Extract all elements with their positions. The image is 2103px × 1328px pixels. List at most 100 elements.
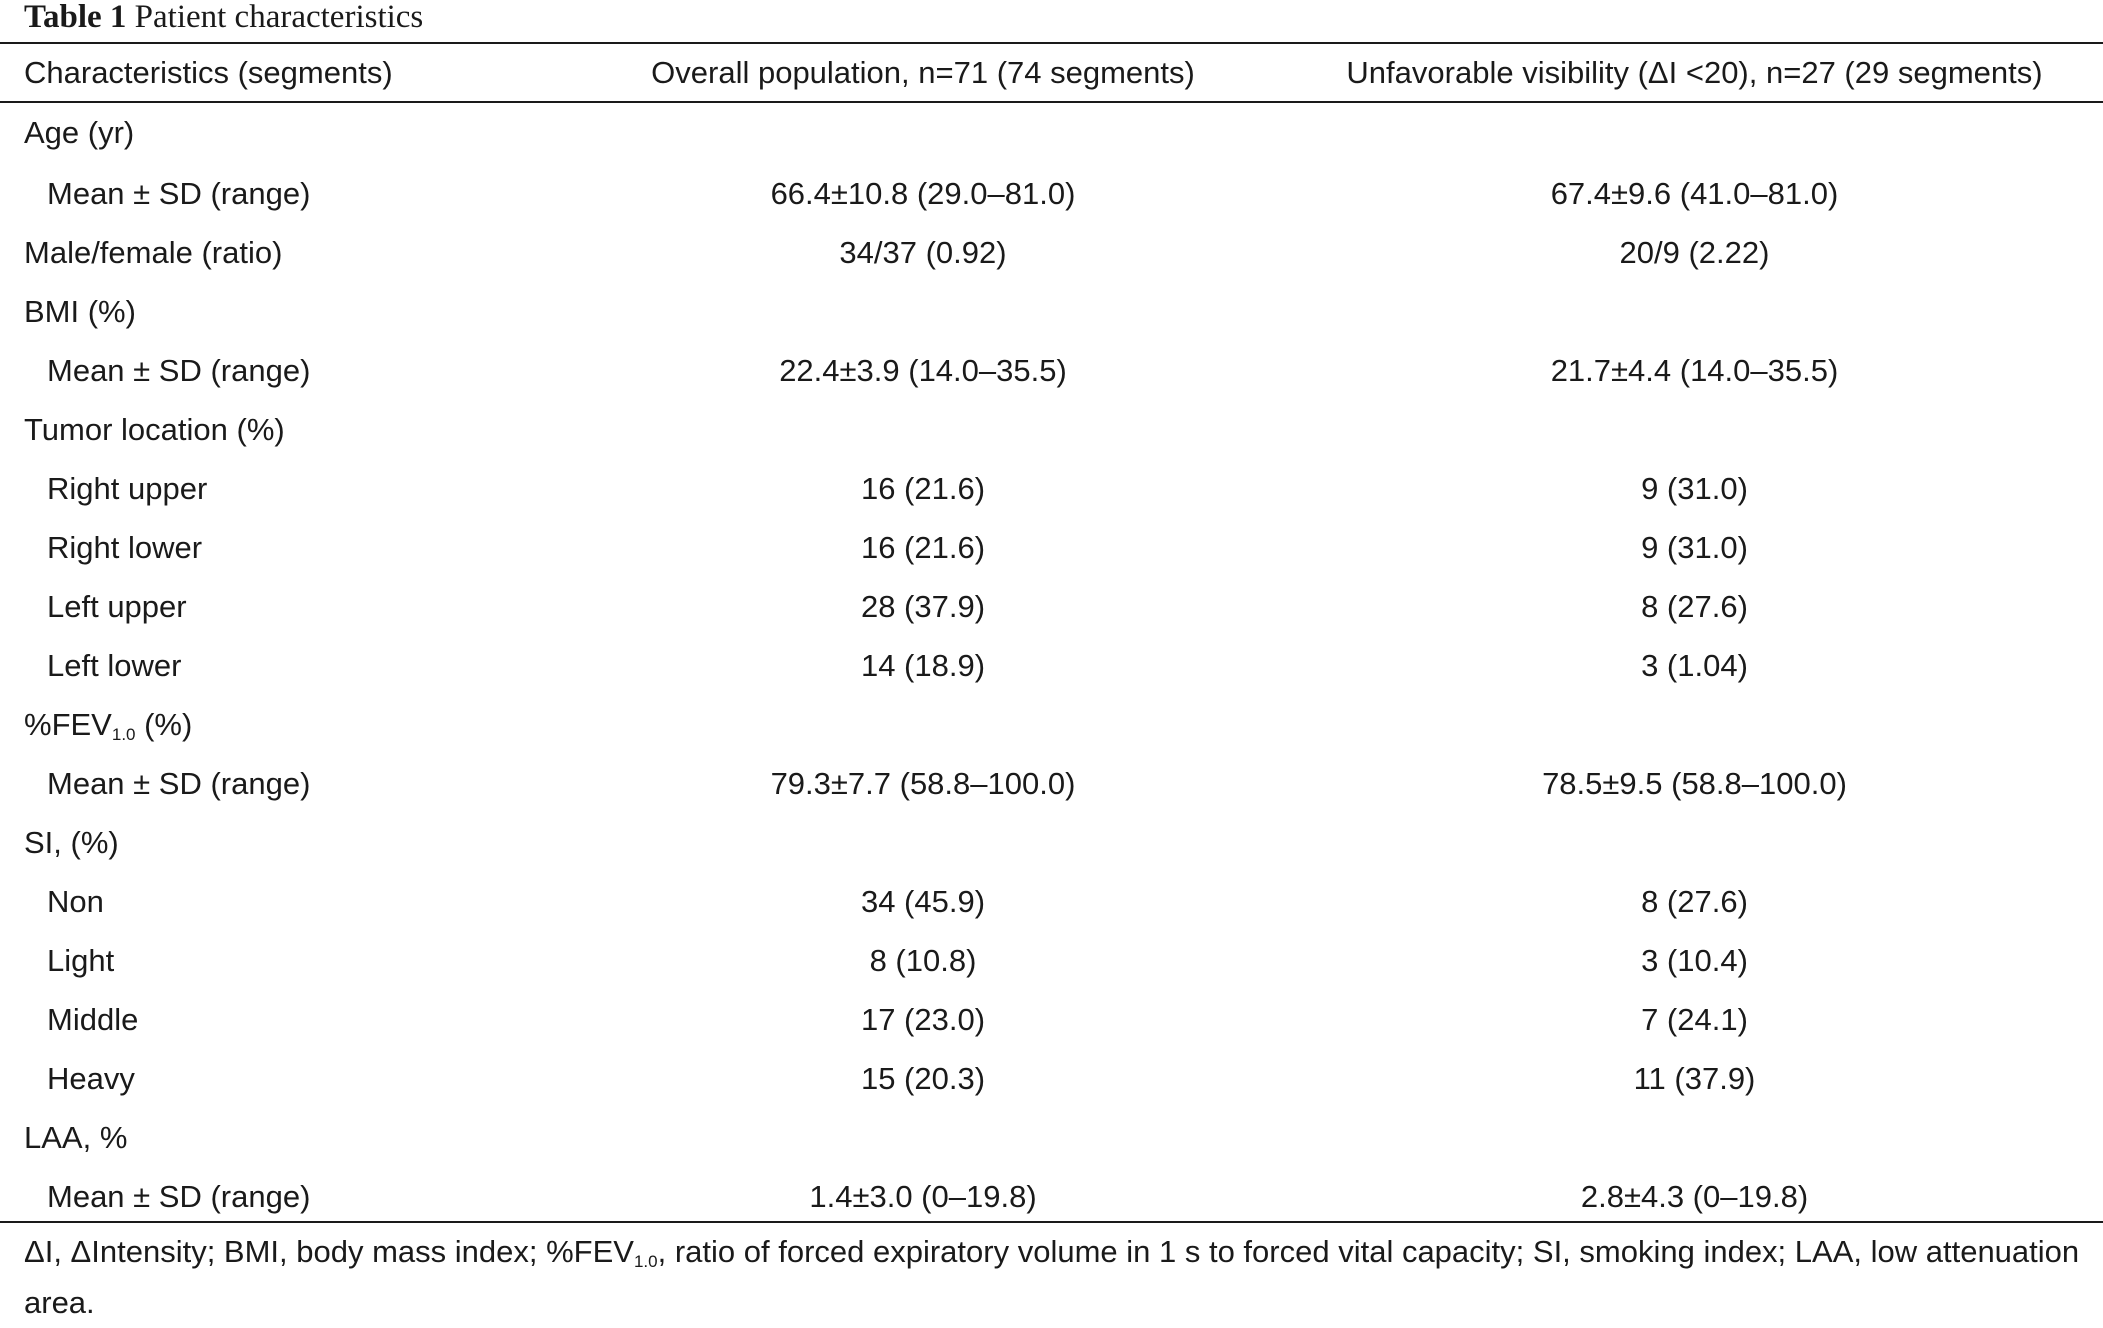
table-row: Heavy 15 (20.3) 11 (37.9) (0, 1049, 2103, 1108)
footnote-text-start: ΔI, ΔIntensity; BMI, body mass index; %F… (24, 1234, 634, 1269)
table-row: Mean ± SD (range) 66.4±10.8 (29.0–81.0) 67… (0, 164, 2103, 223)
row-label-subscript: 1.0 (111, 724, 136, 744)
table-row: Left upper 28 (37.9) 8 (27.6) (0, 577, 2103, 636)
table-group-row: Tumor location (%) (0, 400, 2103, 459)
column-header-unfavorable-visibility: Unfavorable visibility (ΔI <20), n=27 (2… (1346, 55, 2043, 90)
overall-value-cell: 79.3±7.7 (58.8–100.0) (770, 765, 1076, 801)
row-label-cell: Middle (0, 990, 560, 1049)
table-group-row: Male/female (ratio) 34/37 (0.92) 20/9 (2.2… (0, 223, 2103, 282)
row-label-cell: Non (0, 872, 560, 931)
unfavorable-value-cell (1286, 695, 2103, 754)
table-body: Age (yr) Mean ± SD (range) 66.4±10.8 (29.0… (0, 102, 2103, 1226)
unfavorable-value-cell: 9 (31.0) (1641, 529, 1748, 565)
table-group-row: %FEV1.0 (%) (0, 695, 2103, 754)
row-label-cell: Heavy (0, 1049, 560, 1108)
row-label: Male/female (ratio) (24, 234, 283, 270)
table-row: Mean ± SD (range) 1.4±3.0 (0–19.8) 2.8±4.3… (0, 1167, 2103, 1226)
table-caption: Table 1 Patient characteristics (24, 0, 423, 40)
row-label-cell: Light (0, 931, 560, 990)
row-label: BMI (%) (24, 293, 136, 329)
table-row: Mean ± SD (range) 79.3±7.7 (58.8–100.0) 78… (0, 754, 2103, 813)
overall-value-cell (560, 282, 1286, 341)
overall-value-cell (560, 813, 1286, 872)
row-label: Mean ± SD (range) (47, 765, 311, 801)
unfavorable-value-cell: 2.8±4.3 (0–19.8) (1580, 1178, 1809, 1214)
table-footnote: ΔI, ΔIntensity; BMI, body mass index; %F… (24, 1226, 2084, 1328)
table-top-rule (0, 42, 2103, 44)
table-row: Non 34 (45.9) 8 (27.6) (0, 872, 2103, 931)
table-header-row: Characteristics (segments) Overall popul… (0, 44, 2103, 102)
row-label-cell: Mean ± SD (range) (0, 1167, 560, 1226)
overall-value-cell: 16 (21.6) (860, 529, 986, 565)
table-group-row: LAA, % (0, 1108, 2103, 1167)
overall-value-cell: 66.4±10.8 (29.0–81.0) (770, 175, 1076, 211)
patient-characteristics-table: Characteristics (segments) Overall popul… (0, 44, 2103, 1226)
table-row: Left lower 14 (18.9) 3 (1.04) (0, 636, 2103, 695)
row-label-cell: Mean ± SD (range) (0, 164, 560, 223)
table-group-row: BMI (%) (0, 282, 2103, 341)
row-label: Right lower (47, 529, 203, 565)
row-label: Light (47, 942, 115, 978)
row-label-cell: Age (yr) (0, 102, 560, 164)
table-caption-label: Table 1 (24, 0, 127, 35)
row-label-cell: Right lower (0, 518, 560, 577)
table-row: Right upper 16 (21.6) 9 (31.0) (0, 459, 2103, 518)
row-label-cell: BMI (%) (0, 282, 560, 341)
row-label-cell: %FEV1.0 (%) (0, 695, 560, 754)
table-header: Characteristics (segments) Overall popul… (0, 44, 2103, 102)
table-bottom-rule (0, 1221, 2103, 1223)
table-row: Middle 17 (23.0) 7 (24.1) (0, 990, 2103, 1049)
unfavorable-value-cell: 9 (31.0) (1641, 470, 1748, 506)
overall-value-cell: 15 (20.3) (860, 1060, 986, 1096)
overall-value-cell: 8 (10.8) (869, 942, 977, 978)
row-label: Right upper (47, 470, 208, 506)
row-label: Left upper (47, 588, 187, 624)
unfavorable-value-cell (1286, 282, 2103, 341)
row-label: Tumor location (%) (24, 411, 285, 447)
column-header-characteristics: Characteristics (segments) (24, 55, 393, 90)
overall-value-cell: 1.4±3.0 (0–19.8) (809, 1178, 1037, 1214)
row-label-cell: LAA, % (0, 1108, 560, 1167)
row-label-cell: Tumor location (%) (0, 400, 560, 459)
row-label: %FEV (24, 706, 112, 742)
table-row: Right lower 16 (21.6) 9 (31.0) (0, 518, 2103, 577)
overall-value-cell (560, 400, 1286, 459)
unfavorable-value-cell: 20/9 (2.22) (1619, 234, 1770, 270)
unfavorable-value-cell: 21.7±4.4 (14.0–35.5) (1550, 352, 1839, 388)
unfavorable-value-cell: 3 (10.4) (1641, 942, 1748, 978)
row-label-suffix: (%) (135, 706, 193, 742)
unfavorable-value-cell (1286, 102, 2103, 164)
row-label: SI, (%) (24, 824, 119, 860)
row-label: LAA, % (24, 1119, 128, 1155)
table-group-row: SI, (%) (0, 813, 2103, 872)
unfavorable-value-cell (1286, 813, 2103, 872)
row-label: Non (47, 883, 104, 919)
footnote-subscript: 1.0 (633, 1252, 658, 1271)
overall-value-cell: 34 (45.9) (860, 883, 986, 919)
row-label-cell: Left upper (0, 577, 560, 636)
column-header-overall-population: Overall population, n=71 (74 segments) (651, 55, 1195, 90)
row-label-cell: Male/female (ratio) (0, 223, 560, 282)
table-row: Light 8 (10.8) 3 (10.4) (0, 931, 2103, 990)
overall-value-cell: 28 (37.9) (860, 588, 986, 624)
table-header-rule (0, 101, 2103, 103)
row-label: Left lower (47, 647, 182, 683)
unfavorable-value-cell: 78.5±9.5 (58.8–100.0) (1542, 765, 1847, 801)
unfavorable-value-cell: 7 (24.1) (1641, 1001, 1748, 1037)
row-label: Mean ± SD (range) (47, 175, 311, 211)
row-label: Heavy (47, 1060, 135, 1096)
unfavorable-value-cell: 3 (1.04) (1641, 647, 1748, 683)
unfavorable-value-cell: 8 (27.6) (1641, 588, 1748, 624)
unfavorable-value-cell: 11 (37.9) (1633, 1060, 1756, 1096)
table-row: Mean ± SD (range) 22.4±3.9 (14.0–35.5) 21.… (0, 341, 2103, 400)
row-label: Age (yr) (24, 115, 135, 150)
overall-value-cell: 17 (23.0) (860, 1001, 986, 1037)
overall-value-cell: 16 (21.6) (860, 470, 986, 506)
overall-value-cell: 34/37 (0.92) (839, 234, 1007, 270)
unfavorable-value-cell (1286, 400, 2103, 459)
table-caption-title: Patient characteristics (134, 0, 424, 35)
overall-value-cell: 22.4±3.9 (14.0–35.5) (779, 352, 1067, 388)
overall-value-cell (560, 102, 1286, 164)
row-label: Mean ± SD (range) (47, 1178, 311, 1214)
